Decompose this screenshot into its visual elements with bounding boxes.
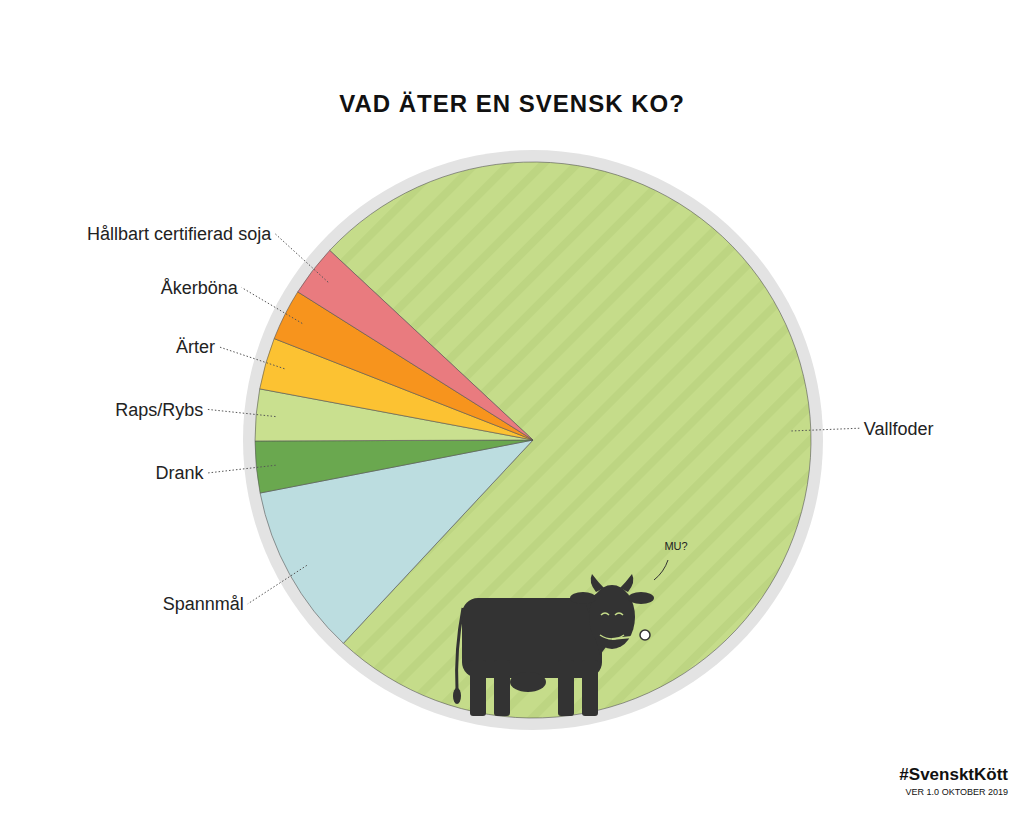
svg-text:Ärter: Ärter (176, 337, 215, 357)
html-text:VAD ÄTER EN SVENSK KO?: VAD ÄTER EN SVENSK KO? (339, 90, 685, 117)
svg-text:Raps/Rybs: Raps/Rybs (115, 400, 203, 420)
svg-text:Drank: Drank (156, 463, 205, 483)
svg-text:MU?: MU? (664, 540, 687, 552)
svg-text:Spannmål: Spannmål (163, 594, 244, 614)
svg-text:Åkerböna: Åkerböna (161, 278, 239, 298)
svg-text:Hållbart certifierad soja: Hållbart certifierad soja (87, 224, 272, 244)
svg-text:Vallfoder: Vallfoder (864, 419, 934, 439)
svg-text:#SvensktKött: #SvensktKött (899, 765, 1008, 784)
svg-text:VER 1.0 OKTOBER 2019: VER 1.0 OKTOBER 2019 (906, 787, 1008, 797)
